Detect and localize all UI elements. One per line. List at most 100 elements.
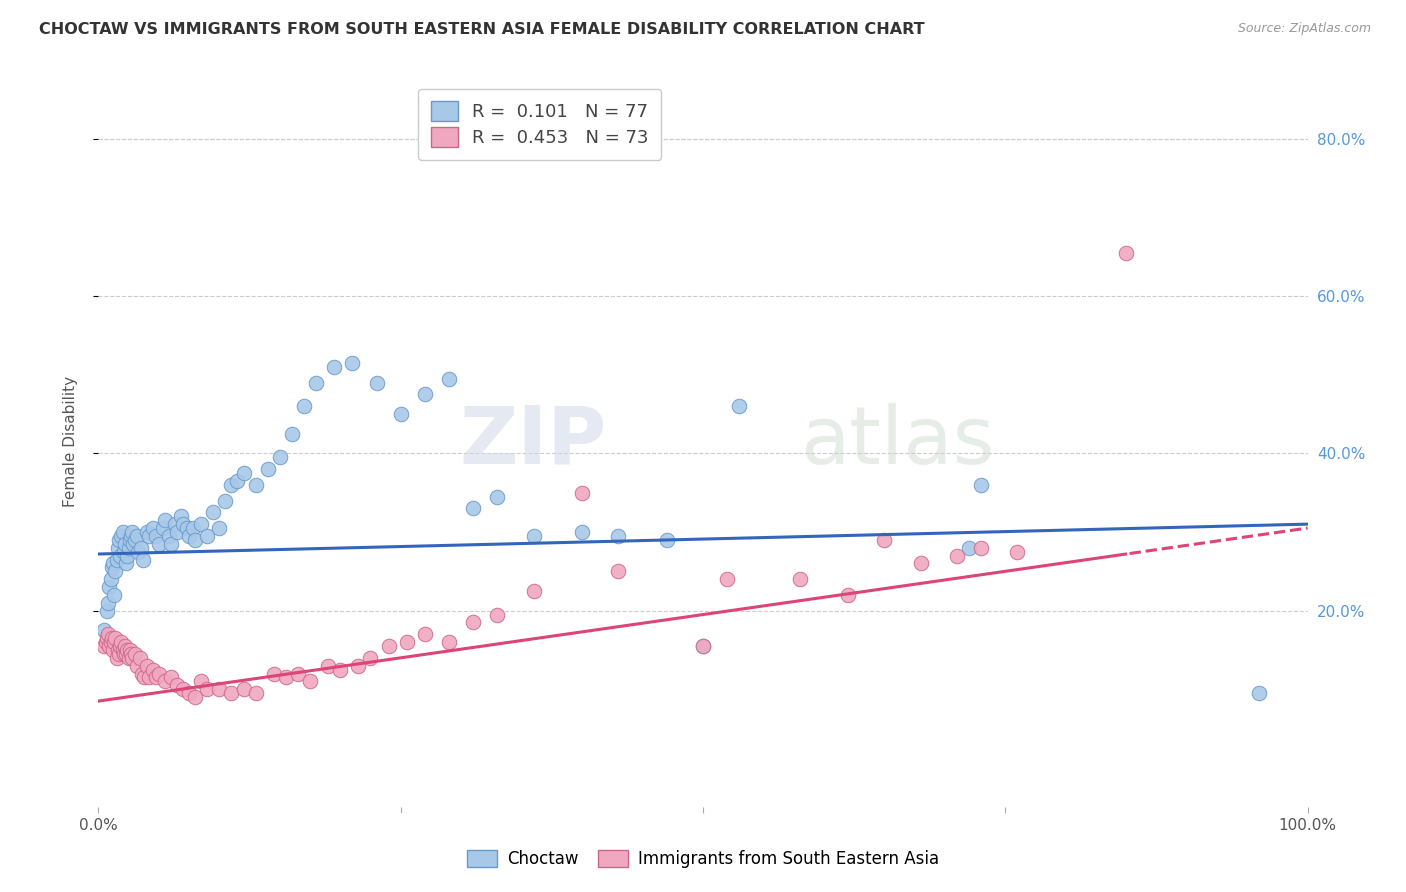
Point (142, 663, 165, 677)
Point (101, 557, 124, 571)
Point (655, 533, 678, 547)
Point (523, 529, 546, 543)
Point (169, 509, 191, 524)
Point (486, 607, 509, 622)
Point (1007, 544, 1029, 558)
Point (347, 658, 370, 673)
Point (970, 541, 993, 555)
Point (115, 557, 138, 571)
Point (153, 674, 176, 689)
Point (114, 537, 136, 551)
Point (100, 631, 122, 645)
Point (128, 650, 150, 665)
Point (305, 376, 328, 390)
Point (100, 572, 122, 586)
Point (110, 635, 132, 649)
Point (179, 529, 201, 543)
Point (96, 631, 118, 645)
Point (120, 529, 142, 543)
Point (179, 686, 201, 700)
Point (232, 466, 254, 480)
Point (184, 690, 207, 705)
Point (970, 477, 993, 491)
Point (121, 524, 143, 539)
Text: ZIP: ZIP (458, 402, 606, 481)
Point (124, 647, 146, 661)
Point (104, 564, 127, 578)
Point (105, 552, 128, 566)
Point (692, 639, 714, 653)
Point (138, 529, 160, 543)
Point (195, 682, 218, 697)
Point (245, 686, 267, 700)
Point (377, 639, 399, 653)
Text: CHOCTAW VS IMMIGRANTS FROM SOUTH EASTERN ASIA FEMALE DISABILITY CORRELATION CHAR: CHOCTAW VS IMMIGRANTS FROM SOUTH EASTERN… (39, 22, 925, 37)
Point (160, 537, 183, 551)
Point (127, 658, 149, 673)
Point (118, 541, 141, 555)
Legend: R =  0.101   N = 77, R =  0.453   N = 73: R = 0.101 N = 77, R = 0.453 N = 73 (418, 88, 661, 160)
Point (98, 639, 121, 653)
Point (115, 647, 138, 661)
Point (437, 635, 460, 649)
Point (523, 584, 546, 599)
Point (117, 643, 139, 657)
Point (789, 572, 811, 586)
Point (172, 517, 194, 532)
Point (837, 588, 859, 602)
Point (221, 686, 243, 700)
Point (122, 537, 145, 551)
Point (269, 450, 291, 465)
Point (245, 477, 267, 491)
Point (93, 624, 115, 638)
Point (101, 643, 124, 657)
Point (100, 635, 122, 649)
Point (190, 517, 212, 532)
Point (873, 533, 896, 547)
Point (607, 529, 630, 543)
Point (145, 671, 167, 685)
Point (413, 387, 436, 401)
Point (607, 564, 630, 578)
Point (1249, 686, 1271, 700)
Point (437, 371, 460, 385)
Point (716, 572, 738, 586)
Point (118, 643, 141, 657)
Point (132, 552, 155, 566)
Point (292, 399, 315, 413)
Point (97, 627, 120, 641)
Point (108, 533, 131, 547)
Point (98, 580, 121, 594)
Point (107, 541, 129, 555)
Point (138, 671, 160, 685)
Point (103, 588, 125, 602)
Point (910, 557, 932, 571)
Point (148, 537, 170, 551)
Point (114, 639, 136, 653)
Text: Source: ZipAtlas.com: Source: ZipAtlas.com (1237, 22, 1371, 36)
Point (463, 615, 485, 630)
Text: atlas: atlas (800, 402, 994, 481)
Point (96, 604, 118, 618)
Point (152, 521, 174, 535)
Point (100, 560, 122, 574)
Point (571, 524, 593, 539)
Legend: Choctaw, Immigrants from South Eastern Asia: Choctaw, Immigrants from South Eastern A… (460, 843, 946, 875)
Point (342, 356, 364, 370)
Point (111, 524, 134, 539)
Point (135, 658, 157, 673)
Point (134, 671, 156, 685)
Point (107, 643, 129, 657)
Point (395, 635, 418, 649)
Point (163, 517, 186, 532)
Point (323, 359, 346, 374)
Point (135, 524, 157, 539)
Point (103, 635, 125, 649)
Point (166, 678, 188, 692)
Point (256, 462, 278, 476)
Point (112, 544, 135, 558)
Point (127, 529, 149, 543)
Point (117, 549, 139, 563)
Point (946, 549, 969, 563)
Point (232, 682, 254, 697)
